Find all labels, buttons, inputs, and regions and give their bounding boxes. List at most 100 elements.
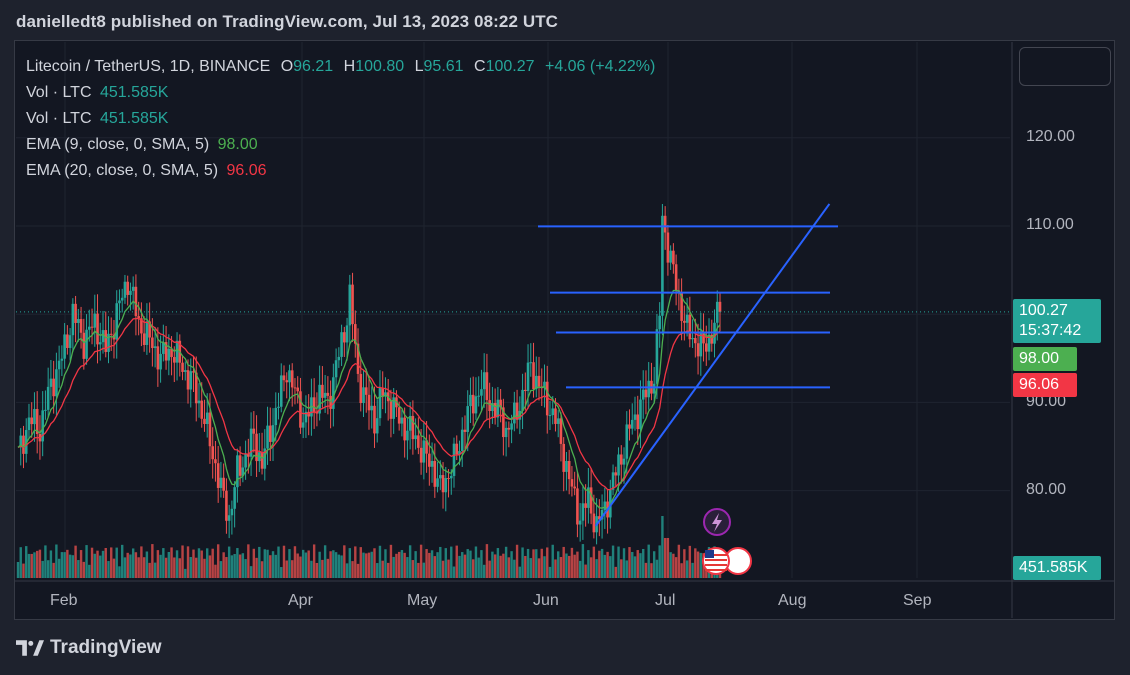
legend-volume-row-2[interactable]: Vol · LTC 451.585K [26,106,655,132]
volume-bar [233,554,236,578]
legend-ema9-row[interactable]: EMA (9, close, 0, SMA, 5) 98.00 [26,132,655,158]
candle-body [24,430,28,454]
candle-body [663,215,667,233]
volume-bar [271,551,275,578]
candle-body [353,324,357,344]
volume-bar [422,562,426,578]
volume-bar [66,549,69,578]
volume-bar [33,552,36,578]
candle-body [715,301,719,323]
volume-bar [598,550,601,578]
candle-body [255,433,258,462]
volume-bar [269,555,272,578]
volume-bar [354,546,357,578]
candle-body [296,387,300,392]
candle-body [233,487,236,509]
chart-frame[interactable] [14,40,1115,620]
volume-bar [57,558,61,578]
candle-body [244,453,247,468]
volume-bar [156,550,160,578]
candle-body [691,338,694,340]
candle-body [463,429,467,432]
volume-bar [666,538,670,578]
candle-body [672,250,675,265]
volume-bar [197,548,201,578]
time-tick-feb: Feb [50,592,78,609]
candle-body [428,453,431,467]
candle-body [447,478,450,480]
volume-bar [181,545,184,578]
candle-body [282,375,286,381]
volume-bar [260,561,264,578]
volume-bar [389,544,393,578]
lightning-bolt-icon [712,513,722,532]
candle-body [488,400,491,412]
ema9-label: EMA (9, close, 0, SMA, 5) [26,136,210,153]
candle-body [630,419,634,429]
legend-ema20-row[interactable]: EMA (20, close, 0, SMA, 5) 96.06 [26,158,655,184]
volume-bar [397,551,401,578]
volume-bar [236,548,239,578]
candle-body [356,343,360,374]
legend-volume-row-1[interactable]: Vol · LTC 451.585K [26,80,655,106]
volume-bar [85,545,88,578]
volume-bar [99,555,102,578]
volume-bar [510,551,513,578]
change-value: +4.06 (+4.22%) [544,58,656,75]
candle-body [699,331,703,357]
volume-bar [603,554,607,578]
price-tick-120: 120.00 [1026,128,1075,145]
volume-bar [417,562,420,578]
chart-settings-button[interactable] [1019,47,1111,86]
footer-brand[interactable]: TradingView [16,637,162,659]
candle-body [584,503,587,508]
candle-body [167,348,171,361]
candle-body [578,520,582,525]
volume-bar [79,550,83,578]
candle-body [644,389,648,398]
volume-bar [96,550,99,578]
candle-body [52,378,55,397]
volume-bar [480,550,483,578]
volume-bar [696,551,700,578]
volume-bar [504,546,508,578]
volume-bar [378,545,382,578]
volume-bar [466,549,469,578]
volume-bar [694,548,697,578]
volume-bar [499,555,502,578]
volume-bar [425,549,428,578]
volume-bar [170,547,173,578]
volume-bar [164,557,168,578]
volume-bar [491,551,494,578]
volume-bar [430,550,434,578]
volume-bar [469,550,472,578]
volume-bar [507,557,511,578]
candle-body [373,405,376,434]
volume-bar [521,547,524,578]
open-label: O [280,58,294,75]
volume-bar [482,564,486,578]
volume-bar [452,566,456,578]
legend-symbol[interactable]: Litecoin / TetherUS, 1D, BINANCE [26,58,271,75]
volume-bar [249,566,253,578]
volume-bar [532,549,535,578]
candle-body [30,417,34,425]
volume-bar [90,547,94,578]
candle-body [131,286,135,291]
candle-body [381,387,385,396]
volume-bar [496,548,500,578]
volume-bar [680,563,683,578]
candle-body [683,320,686,323]
volume-bar [219,561,223,578]
candle-body [49,378,53,387]
volume-bar [112,558,116,578]
volume-tag: 451.585K [1013,556,1101,580]
volume-bar [622,548,626,578]
ema20-line [17,317,721,491]
volume-bar [595,559,598,578]
candle-body [529,362,533,364]
volume-bar [559,557,563,578]
candle-body [238,455,242,476]
last-price: 100.27 [1019,302,1068,319]
